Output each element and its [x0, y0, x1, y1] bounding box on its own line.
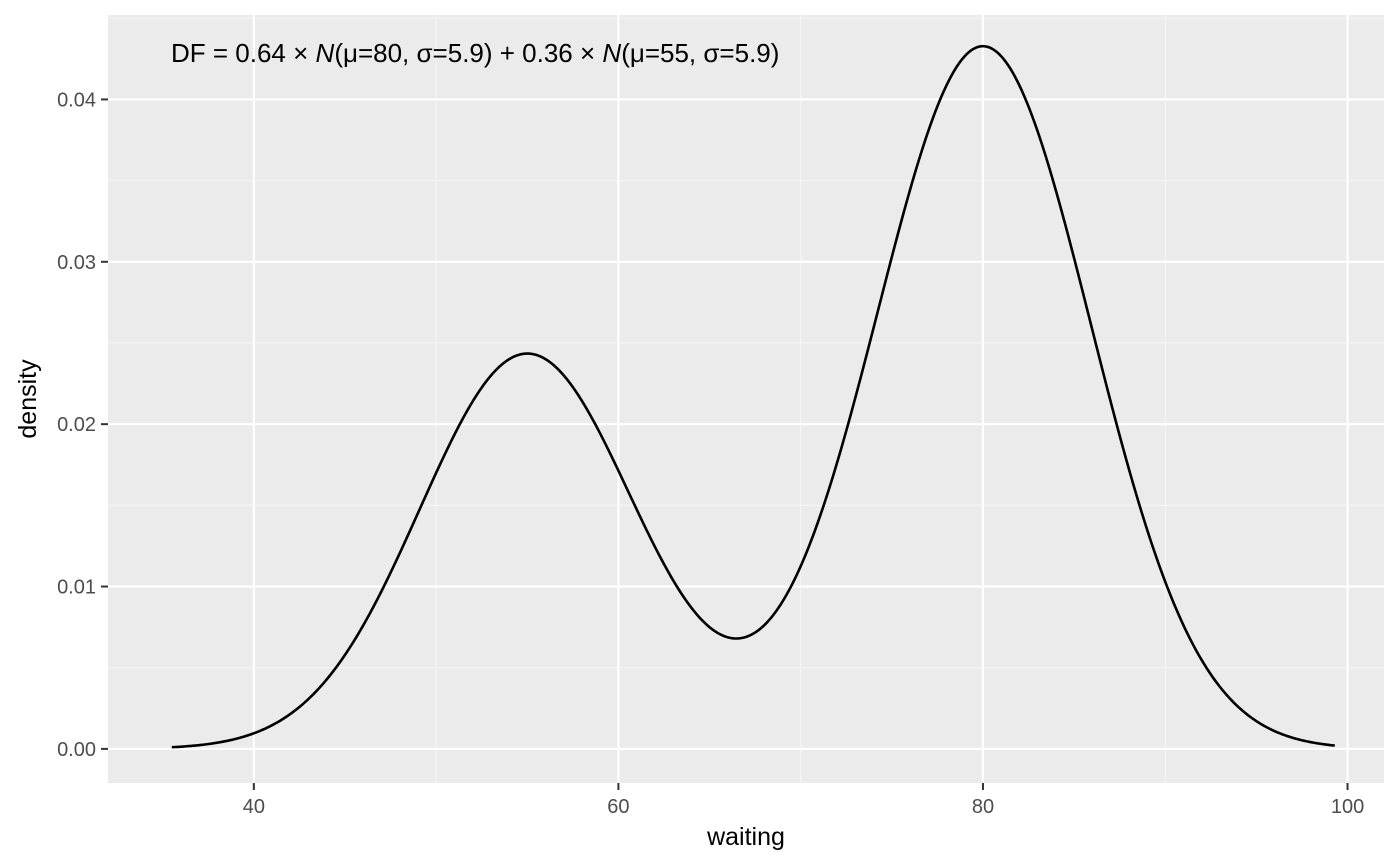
y-axis-ticks: 0.00 0.01 0.02 0.03 0.04 [57, 89, 108, 761]
x-tick-label: 80 [972, 796, 994, 818]
minor-gridlines [108, 15, 1384, 783]
annotation-part: (μ=55, σ=5.9) [621, 38, 779, 68]
annotation-italic-part: N [602, 38, 621, 68]
y-axis-title: density [14, 359, 42, 439]
y-tick-label: 0.02 [57, 414, 96, 436]
annotation-part: DF = 0.64 × [171, 38, 316, 68]
x-axis-ticks: 40 60 80 100 [243, 783, 1364, 818]
y-tick-label: 0.00 [57, 739, 96, 761]
formula-annotation: DF = 0.64 × N(μ=80, σ=5.9) + 0.36 × N(μ=… [171, 38, 779, 68]
annotation-italic-part: N [316, 38, 335, 68]
plot-panel [108, 15, 1384, 783]
x-tick-label: 60 [607, 796, 629, 818]
x-tick-label: 40 [243, 796, 265, 818]
x-tick-label: 100 [1331, 796, 1364, 818]
x-axis-title: waiting [706, 823, 785, 851]
y-tick-label: 0.03 [57, 252, 96, 274]
density-curve [171, 44, 1335, 749]
annotation-part: (μ=80, σ=5.9) + 0.36 × [334, 38, 602, 68]
major-gridlines [108, 15, 1384, 783]
y-tick-label: 0.01 [57, 577, 96, 599]
y-tick-label: 0.04 [57, 89, 96, 111]
